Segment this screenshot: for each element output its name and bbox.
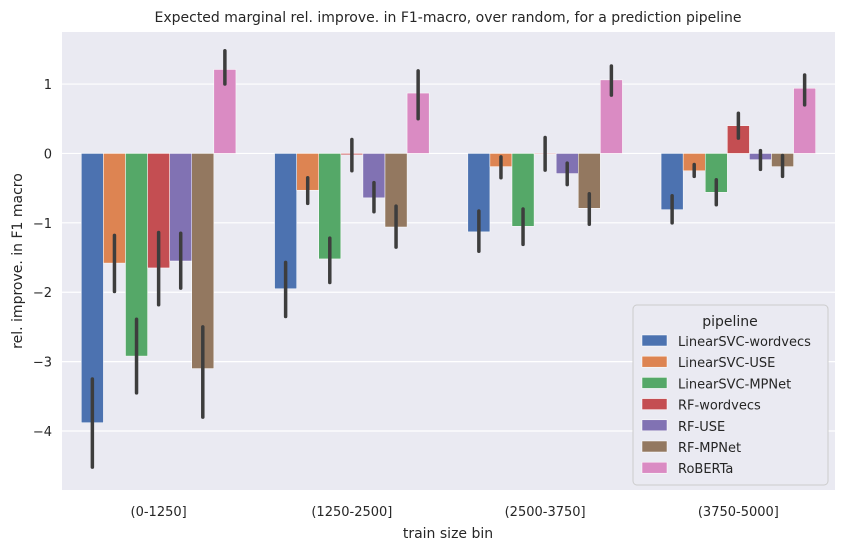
legend-label: LinearSVC-USE <box>678 356 775 371</box>
legend-label: RF-wordvecs <box>678 399 761 414</box>
legend-swatch <box>641 440 668 453</box>
legend-label: LinearSVC-MPNet <box>678 377 791 392</box>
y-tick-label: 1 <box>44 78 52 93</box>
x-tick-label: (3750-5000] <box>698 505 779 520</box>
y-tick-label: 0 <box>44 147 52 162</box>
y-tick-label: −1 <box>33 217 52 232</box>
y-tick-label: −4 <box>33 425 52 440</box>
x-ticks: (0-1250] (1250-2500] (2500-3750] (3750-5000… <box>131 505 779 520</box>
x-tick-label: (1250-2500] <box>311 505 392 520</box>
legend-swatch <box>641 334 668 347</box>
legend-label: RF-USE <box>678 420 725 435</box>
legend-swatch <box>641 377 668 389</box>
bars-group <box>81 69 816 423</box>
x-axis-label: train size bin <box>403 526 493 542</box>
legend-items: LinearSVC-wordvecs LinearSVC-USE LinearSVC… <box>641 334 811 477</box>
legend-box <box>632 304 829 486</box>
legend-swatch <box>641 461 668 474</box>
legend-swatch <box>641 355 668 368</box>
y-axis-label: rel. improve. in F1 macro <box>10 173 26 349</box>
legend-label: LinearSVC-wordvecs <box>678 335 811 350</box>
x-tick-label: (0-1250] <box>131 505 187 520</box>
legend-title: pipeline <box>702 314 758 330</box>
y-tick-label: −2 <box>33 286 52 301</box>
x-tick-label: (2500-3750] <box>505 505 586 520</box>
legend-swatch <box>641 419 668 432</box>
chart-title: Expected marginal rel. improve. in F1-ma… <box>154 10 741 26</box>
legend-label: RoBERTa <box>678 462 733 477</box>
legend: pipeline LinearSVC-wordvecs LinearSVC-USE… <box>632 304 829 486</box>
y-tick-label: −3 <box>33 356 52 371</box>
legend-label: RF-MPNet <box>678 441 741 456</box>
error-bars-group <box>90 48 807 469</box>
y-ticks: 1 0 −1 −2 −3 −4 <box>33 78 52 440</box>
legend-swatch <box>641 398 668 410</box>
